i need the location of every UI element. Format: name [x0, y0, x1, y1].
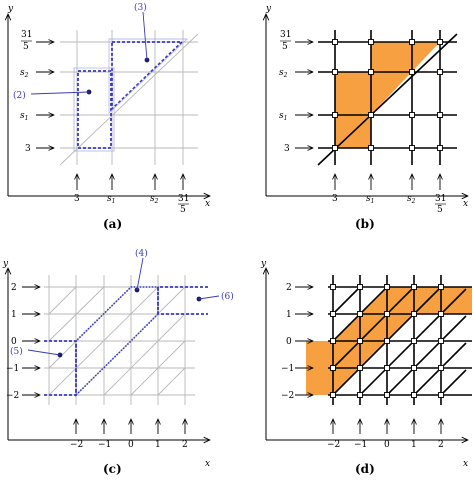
panel-a-grid [59, 30, 199, 166]
panel-b-filled-region [335, 42, 440, 148]
panel-d-x-label: x [463, 459, 468, 469]
panel-d-y-tick-arrows [295, 287, 313, 395]
panel-b-ytick-s2: s2 [279, 68, 288, 79]
panel-b-xtick-s1: s1 [366, 194, 374, 205]
panel-d-ytick-3: −1 [281, 364, 294, 374]
panel-c-y-tick-arrows [22, 287, 40, 395]
panel-b-xtick-s2: s2 [407, 194, 416, 205]
panel-a-xtick-31-5-num: 31 [178, 194, 189, 204]
panel-a-regions [77, 41, 185, 149]
panel-a-ytick-31-5-num: 31 [21, 30, 32, 40]
panel-a-annotation-3: (3) [134, 2, 147, 13]
panel-b-ytick-3: 3 [284, 144, 290, 154]
panel-d-ytick-1: 1 [286, 310, 292, 320]
panel-c-ytick-2: 0 [11, 337, 17, 347]
panel-c: y x 2 1 0 −1 −2 −2 −1 0 1 2 [2, 248, 234, 476]
panel-d-ytick-4: −2 [281, 391, 294, 401]
panel-d-xtick-2: 0 [384, 440, 390, 450]
panel-c-annotation-6: (6) [221, 291, 234, 302]
panel-a-xtick-s1: s1 [107, 194, 115, 205]
panel-b-nodes [332, 39, 443, 151]
panel-c-region-6 [157, 286, 208, 315]
panel-b-ytick-31-5-den: 5 [282, 42, 288, 52]
panel-c-ytick-3: −1 [6, 364, 19, 374]
panel-d-xtick-3: 1 [411, 440, 417, 450]
panel-a-ytick-31-5-den: 5 [23, 42, 29, 52]
panel-c-regions [44, 286, 208, 396]
panel-b-caption: (b) [355, 217, 375, 231]
panel-d-x-tick-arrows [333, 419, 441, 434]
panel-d-ytick-2: 0 [286, 337, 292, 347]
panel-c-xtick-2: 0 [128, 440, 134, 450]
panel-b: y x 31 5 s2 s1 3 3 s1 s2 31 5 (b) [265, 4, 468, 231]
panel-b-xtick-31-5-den: 5 [437, 205, 443, 215]
panel-a: y x 31 5 s2 s1 3 3 s1 s2 31 5 [7, 2, 210, 231]
panel-b-y-tick-arrows [295, 42, 313, 148]
panel-c-region-4 [75, 286, 159, 397]
panel-c-ytick-1: 1 [11, 310, 17, 320]
panel-d-xtick-0: −2 [327, 440, 340, 450]
panel-c-xtick-1: −1 [98, 440, 111, 450]
panel-b-xtick-31-5-num: 31 [435, 194, 446, 204]
panel-c-ytick-0: 2 [11, 283, 17, 293]
panel-d-caption: (d) [355, 462, 375, 476]
panel-c-xtick-4: 2 [182, 440, 188, 450]
panel-a-caption: (a) [103, 217, 122, 231]
panel-a-ytick-s2: s2 [20, 68, 29, 79]
panel-d-nodes [330, 284, 444, 398]
panel-d-xtick-4: 2 [438, 440, 444, 450]
panel-b-grid [317, 30, 458, 166]
panel-b-x-tick-arrows [335, 174, 440, 190]
panel-d-y-label: y [260, 259, 267, 269]
panel-c-grid [44, 275, 195, 405]
panel-c-region-5 [44, 340, 77, 396]
panel-b-x-label: x [463, 199, 468, 209]
panel-a-y-label: y [7, 4, 14, 14]
panel-b-ytick-s1: s1 [279, 111, 287, 122]
panel-a-xtick-3: 3 [74, 194, 80, 204]
panel-a-region-3 [111, 41, 185, 112]
panel-a-xtick-s2: s2 [150, 194, 159, 205]
panel-a-x-label: x [205, 199, 210, 209]
panel-a-x-tick-arrows [77, 174, 183, 190]
panel-c-x-tick-arrows [76, 419, 185, 434]
panel-a-annotation-2: (2) [13, 90, 26, 101]
panel-b-y-label: y [265, 4, 272, 14]
panel-c-y-label: y [2, 259, 9, 269]
panel-d: y x 2 1 0 −1 −2 −2 −1 0 1 2 (d) [260, 259, 472, 476]
panel-c-annotation-4: (4) [135, 248, 148, 259]
panel-c-x-label: x [205, 459, 210, 469]
panel-a-xtick-31-5-den: 5 [180, 205, 186, 215]
panel-a-ytick-s1: s1 [20, 111, 28, 122]
panel-b-xtick-3: 3 [332, 194, 338, 204]
panel-c-ytick-4: −2 [6, 391, 19, 401]
panel-a-ytick-3: 3 [25, 144, 31, 154]
panel-b-ytick-31-5-num: 31 [280, 30, 291, 40]
panel-c-annotation-5: (5) [10, 346, 23, 357]
panel-a-region-2 [77, 70, 112, 149]
panel-c-caption: (c) [103, 462, 122, 476]
panel-a-y-tick-arrows [36, 42, 54, 148]
panel-c-xtick-3: 1 [155, 440, 161, 450]
panel-d-ytick-0: 2 [286, 283, 292, 293]
panel-d-xtick-1: −1 [354, 440, 367, 450]
panel-c-xtick-0: −2 [70, 440, 83, 450]
